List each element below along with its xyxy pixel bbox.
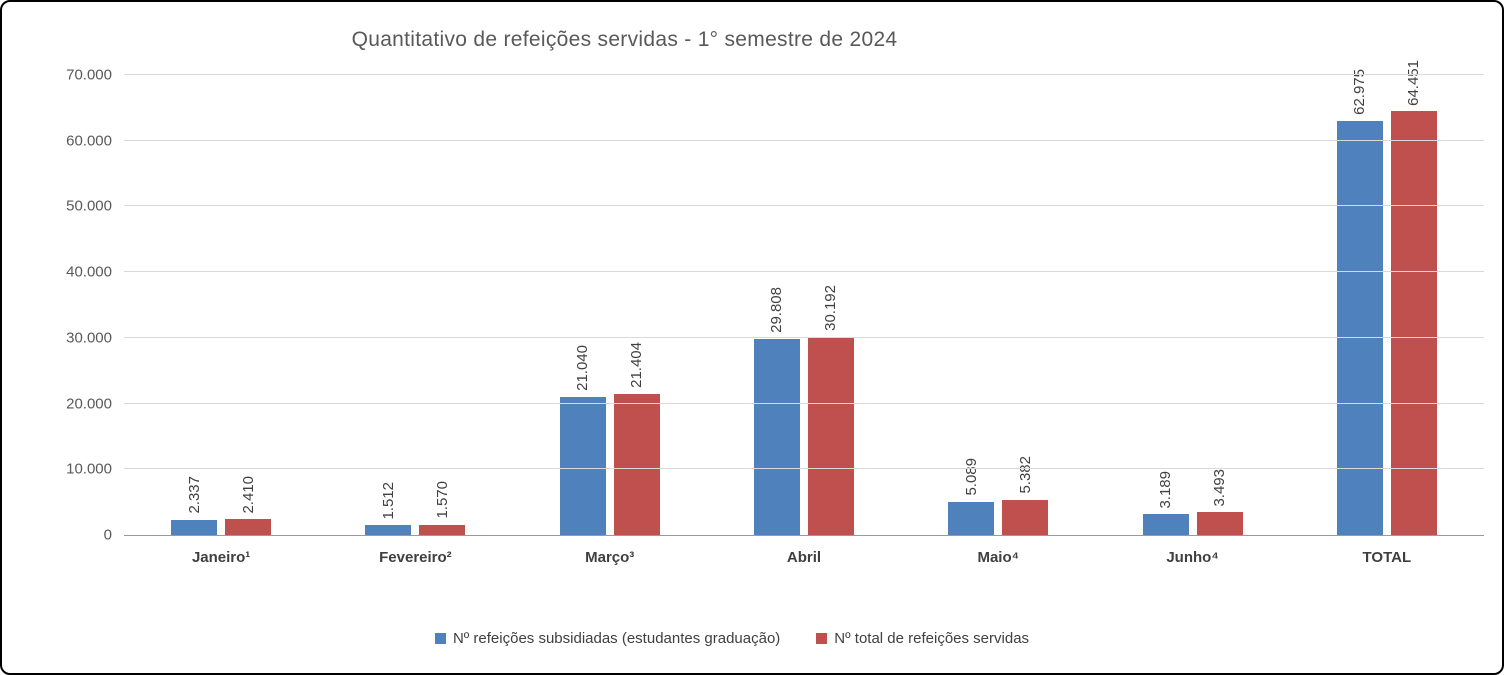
x-axis-category-label: Abril bbox=[786, 549, 822, 566]
bar-value-label-wrap: 5.089 bbox=[948, 458, 994, 496]
bar-value-label: 62.975 bbox=[1351, 69, 1369, 116]
chart-title: Quantitativo de refeições servidas - 1° … bbox=[351, 28, 898, 51]
bar-total: 21.404 bbox=[613, 342, 660, 535]
legend-item: Nº refeições subsidiadas (estudantes gra… bbox=[434, 630, 781, 647]
bar-subsidiadas: 1.512 bbox=[365, 482, 412, 535]
bar-value-label: 1.512 bbox=[379, 481, 397, 520]
x-axis-category-label: Junho⁴ bbox=[1166, 549, 1219, 566]
x-axis-category-label: Março³ bbox=[585, 549, 635, 566]
y-axis-tick-label: 60.000 bbox=[66, 132, 112, 150]
legend-label: Nº total de refeições servidas bbox=[834, 630, 1030, 647]
x-axis-category-label: TOTAL bbox=[1362, 549, 1412, 566]
gridline bbox=[124, 468, 1484, 470]
bar-value-label-wrap: 29.808 bbox=[754, 287, 800, 333]
bar-value-label: 2.410 bbox=[239, 475, 257, 514]
bar-group: 5.089 5.382 bbox=[901, 75, 1095, 535]
bar-group: 21.040 21.404 bbox=[513, 75, 707, 535]
bar-value-label-wrap: 3.189 bbox=[1143, 471, 1189, 509]
y-axis: 0 10.000 20.000 30.000 40.000 50.000 60.000 70.… bbox=[2, 67, 112, 544]
bar-value-label: 21.040 bbox=[574, 344, 592, 391]
bar-group: 1.512 1.570 bbox=[318, 75, 512, 535]
bar-value-label: 1.570 bbox=[433, 481, 451, 519]
bar-value-label: 2.337 bbox=[185, 476, 203, 514]
bar-total: 2.410 bbox=[225, 476, 272, 535]
bar-group: 29.808 30.192 bbox=[707, 75, 901, 535]
legend-item: Nº total de refeições servidas bbox=[816, 630, 1029, 647]
legend-swatch-icon bbox=[816, 633, 828, 644]
bar-value-label-wrap: 5.382 bbox=[1002, 456, 1048, 494]
bar-total: 5.382 bbox=[1002, 456, 1049, 535]
bar-value-label: 3.493 bbox=[1211, 468, 1229, 507]
bar-group: 2.337 2.410 bbox=[124, 75, 318, 535]
gridline bbox=[124, 205, 1484, 207]
bar-total: 1.570 bbox=[419, 481, 466, 535]
bar-subsidiadas: 5.089 bbox=[948, 458, 995, 535]
bar-value-label: 3.189 bbox=[1157, 470, 1175, 509]
y-axis-tick-label: 30.000 bbox=[66, 329, 112, 347]
bar-group: 62.975 64.451 bbox=[1290, 60, 1484, 535]
bar-value-label-wrap: 1.570 bbox=[419, 481, 465, 519]
gridline bbox=[124, 402, 1484, 404]
y-axis-tick-label: 10.000 bbox=[66, 460, 112, 478]
y-axis-tick-label: 40.000 bbox=[66, 263, 112, 281]
gridline bbox=[124, 271, 1484, 273]
bar-value-label-wrap: 21.404 bbox=[614, 342, 660, 388]
bar-total: 30.192 bbox=[807, 285, 854, 535]
bar-total: 64.451 bbox=[1390, 60, 1437, 535]
bar-value-label: 64.451 bbox=[1405, 59, 1423, 106]
bar-subsidiadas: 29.808 bbox=[753, 287, 800, 535]
bar-subsidiadas: 2.337 bbox=[171, 476, 218, 535]
bar-groups: 2.337 2.410 1.512 1.570 21.040 21.404 29.808 30… bbox=[124, 60, 1484, 535]
y-axis-tick-label: 0 bbox=[103, 526, 112, 544]
bar-total: 3.493 bbox=[1196, 469, 1243, 535]
y-axis-tick-label: 70.000 bbox=[66, 66, 112, 84]
x-axis-category-label: Fevereiro² bbox=[379, 549, 452, 566]
bar-value-label-wrap: 30.192 bbox=[808, 285, 854, 331]
bar-value-label-wrap: 2.337 bbox=[171, 476, 217, 514]
bar-group: 3.189 3.493 bbox=[1095, 75, 1289, 535]
bar-value-label: 5.089 bbox=[962, 458, 980, 496]
bar-value-label-wrap: 62.975 bbox=[1337, 69, 1383, 115]
bar-value-label-wrap: 1.512 bbox=[365, 482, 411, 520]
bar-value-label: 21.404 bbox=[628, 342, 646, 389]
plot-area: 2.337 2.410 1.512 1.570 21.040 21.404 29.808 30… bbox=[124, 60, 1484, 536]
bar-value-label-wrap: 2.410 bbox=[225, 476, 271, 514]
gridline bbox=[124, 336, 1484, 338]
bar-subsidiadas: 21.040 bbox=[559, 345, 606, 535]
y-axis-tick-label: 50.000 bbox=[66, 197, 112, 215]
bar-value-label: 30.192 bbox=[822, 284, 840, 331]
bar-subsidiadas: 3.189 bbox=[1142, 471, 1189, 535]
bar-value-label-wrap: 3.493 bbox=[1197, 469, 1243, 507]
x-axis-category-label: Janeiro¹ bbox=[191, 549, 251, 566]
gridline bbox=[124, 139, 1484, 141]
x-axis-category-label: Maio⁴ bbox=[977, 549, 1020, 566]
bar-value-label-wrap: 64.451 bbox=[1391, 60, 1437, 106]
gridline bbox=[124, 74, 1484, 75]
bar-value-label: 5.382 bbox=[1016, 456, 1034, 494]
legend-label: Nº refeições subsidiadas (estudantes gra… bbox=[452, 630, 781, 647]
bar-subsidiadas: 62.975 bbox=[1336, 69, 1383, 535]
bar-value-label: 29.808 bbox=[768, 287, 786, 334]
legend: Nº refeições subsidiadas (estudantes gra… bbox=[2, 630, 1462, 647]
y-axis-tick-label: 20.000 bbox=[66, 395, 112, 413]
legend-swatch-icon bbox=[434, 633, 446, 644]
bar-value-label-wrap: 21.040 bbox=[560, 345, 606, 391]
x-axis: Janeiro¹ Fevereiro² Março³ Abril Maio⁴ Junho⁴… bbox=[124, 549, 1484, 566]
